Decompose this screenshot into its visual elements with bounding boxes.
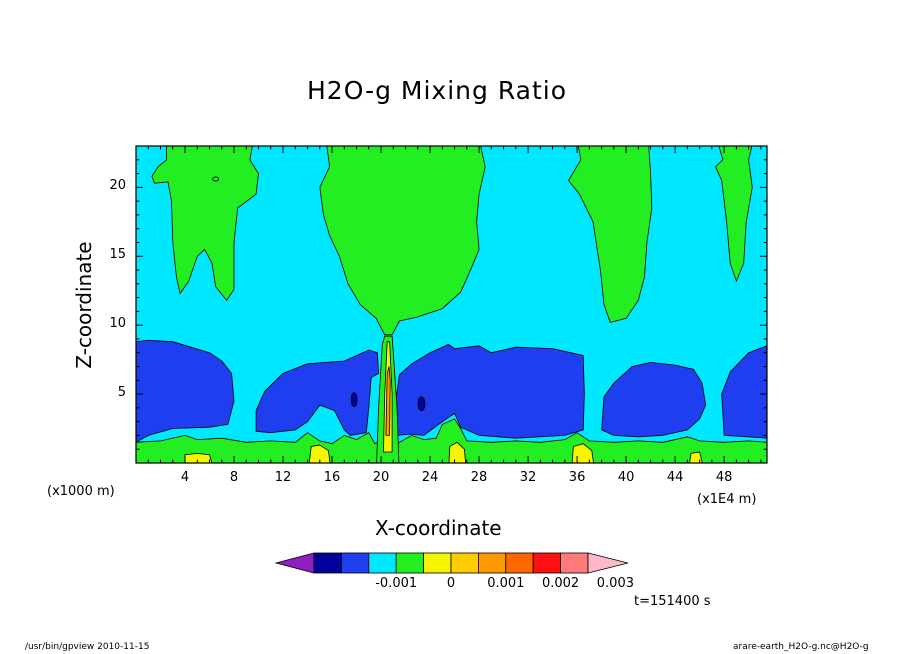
colorbar-swatch	[368, 552, 397, 574]
x-tick-label: 4	[180, 470, 190, 485]
colorbar-tick-label: 0	[446, 576, 456, 591]
blue-lobe	[601, 361, 707, 438]
colorbar-swatch	[532, 552, 562, 574]
x-tick-label: 8	[229, 470, 239, 485]
colorbar-swatch	[340, 552, 370, 574]
colorbar-tick-label: 0.001	[487, 576, 525, 591]
x-tick-label: 24	[421, 470, 439, 485]
blue-lobe	[255, 349, 380, 436]
y-tick-label: 10	[109, 316, 126, 332]
deep-blue-pocket	[350, 392, 358, 408]
deep-blue-pocket	[417, 396, 426, 412]
green-plume	[319, 146, 486, 336]
footer-right: arare-earth_H2O-g.nc@H2O-g	[733, 642, 869, 652]
y-tick-label: 20	[109, 178, 126, 194]
colorbar-swatch	[313, 552, 342, 574]
yellow-patch	[689, 451, 703, 463]
green-plume	[568, 146, 653, 323]
yellow-patch	[308, 444, 331, 463]
y-tick-label: 15	[109, 247, 126, 263]
green-plume	[715, 146, 753, 283]
blue-lobe	[136, 339, 235, 443]
colorbar-swatch	[477, 552, 507, 574]
colorbar-tick-label: 0.002	[541, 576, 580, 591]
updraft-core	[385, 366, 391, 436]
yellow-patch	[448, 441, 467, 463]
y-tick-label: 5	[117, 385, 126, 401]
x-tick-label: 28	[470, 470, 488, 485]
contour-field	[136, 146, 767, 463]
x-tick-label: 36	[568, 470, 586, 485]
x-tick-label: 48	[715, 470, 733, 485]
closed-contour	[212, 176, 220, 182]
x-tick-label: 12	[274, 470, 292, 485]
y-axis-title: Z-coordinate	[72, 241, 96, 369]
blue-lobe	[395, 344, 585, 439]
colorbar-tick-label: -0.001	[375, 576, 418, 591]
colorbar-swatch	[505, 552, 534, 574]
colorbar-swatch	[587, 552, 629, 574]
colorbar-swatch	[423, 552, 452, 574]
x-axis-title: X-coordinate	[375, 516, 502, 540]
time-label: t=151400 s	[634, 594, 711, 609]
green-plume	[151, 146, 259, 302]
axis-ticks	[136, 146, 767, 463]
blue-lobe	[721, 345, 767, 439]
colorbar-swatch	[395, 552, 425, 574]
chart-title: H2O-g Mixing Ratio	[307, 76, 568, 105]
green-band-low	[136, 418, 767, 463]
footer-left: /usr/bin/gpview 2010-11-15	[25, 642, 150, 652]
x-tick-label: 20	[372, 470, 390, 485]
x-tick-label: 32	[519, 470, 537, 485]
colorbar-swatch	[560, 552, 589, 574]
colorbar	[274, 552, 629, 574]
x-unit-left: (x1000 m)	[47, 484, 115, 499]
x-unit-right: (x1E4 m)	[697, 492, 757, 507]
x-tick-label: 40	[617, 470, 635, 485]
plot-frame	[135, 145, 768, 464]
colorbar-tick-label: 0.003	[596, 576, 634, 591]
colorbar-swatch	[274, 552, 315, 574]
x-tick-label: 16	[323, 470, 341, 485]
colorbar-swatch	[450, 552, 479, 574]
x-tick-label: 44	[666, 470, 684, 485]
